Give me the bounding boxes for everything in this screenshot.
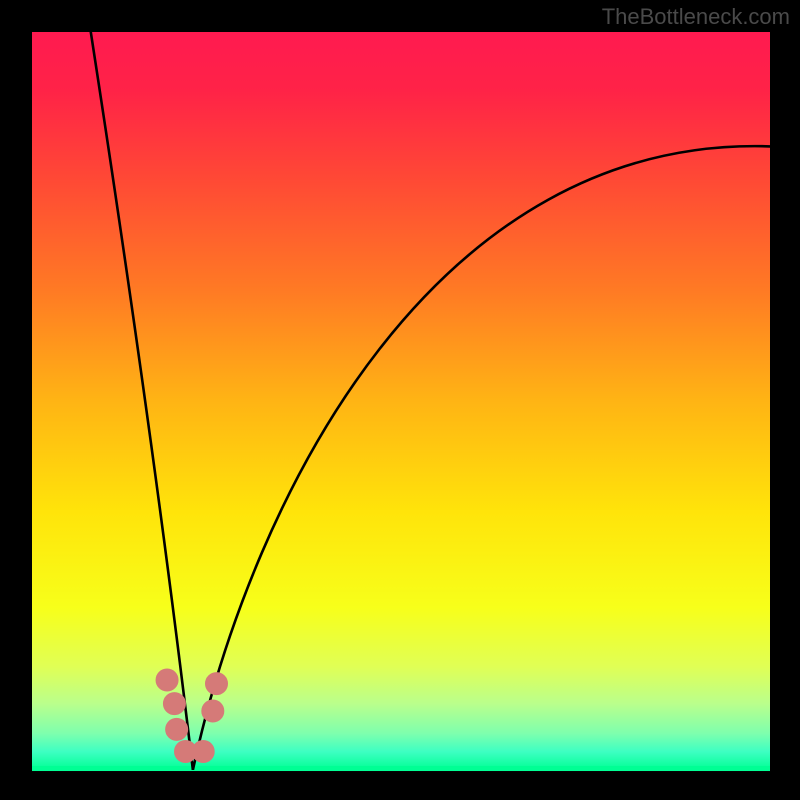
chart-svg: [0, 0, 800, 800]
gradient-background: [32, 32, 770, 770]
data-marker: [202, 700, 224, 722]
data-marker: [206, 673, 228, 695]
watermark-text: TheBottleneck.com: [602, 4, 790, 30]
data-marker: [163, 693, 185, 715]
data-marker: [156, 669, 178, 691]
chart-root: TheBottleneck.com: [0, 0, 800, 800]
data-marker: [192, 741, 214, 763]
baseline: [32, 766, 770, 771]
data-marker: [166, 718, 188, 740]
